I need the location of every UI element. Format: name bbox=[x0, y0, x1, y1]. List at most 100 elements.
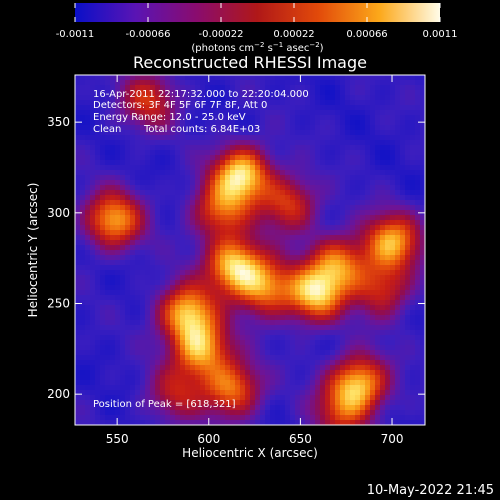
heatmap-cell bbox=[190, 180, 196, 186]
heatmap-cell bbox=[345, 255, 351, 261]
heatmap-cell bbox=[250, 375, 256, 381]
heatmap-cell bbox=[345, 405, 351, 411]
heatmap-cell bbox=[75, 170, 81, 176]
heatmap-cell bbox=[415, 390, 421, 396]
heatmap-cell bbox=[235, 355, 241, 361]
heatmap-cell bbox=[220, 310, 226, 316]
heatmap-cell bbox=[175, 160, 181, 166]
heatmap-cell bbox=[220, 190, 226, 196]
heatmap-cell bbox=[160, 200, 166, 206]
heatmap-cell bbox=[250, 260, 256, 266]
heatmap-cell bbox=[360, 290, 366, 296]
heatmap-cell bbox=[405, 290, 411, 296]
heatmap-cell bbox=[300, 220, 306, 226]
heatmap-cell bbox=[230, 365, 236, 371]
heatmap-cell bbox=[140, 275, 146, 281]
heatmap-cell bbox=[290, 305, 296, 311]
heatmap-cell bbox=[270, 370, 276, 376]
heatmap-cell bbox=[345, 195, 351, 201]
heatmap-cell bbox=[140, 200, 146, 206]
heatmap-cell bbox=[370, 310, 376, 316]
heatmap-cell bbox=[285, 380, 291, 386]
heatmap-cell bbox=[345, 275, 351, 281]
heatmap-cell bbox=[410, 210, 416, 216]
heatmap-cell bbox=[95, 195, 101, 201]
heatmap-cell bbox=[395, 125, 401, 131]
heatmap-cell bbox=[100, 295, 106, 301]
heatmap-cell bbox=[215, 220, 221, 226]
heatmap-cell bbox=[275, 385, 281, 391]
heatmap-cell bbox=[400, 390, 406, 396]
heatmap-cell bbox=[415, 245, 421, 251]
heatmap-cell bbox=[165, 105, 171, 111]
heatmap-cell bbox=[150, 125, 156, 131]
heatmap-cell bbox=[235, 345, 241, 351]
heatmap-cell bbox=[145, 360, 151, 366]
heatmap-cell bbox=[305, 300, 311, 306]
heatmap-cell bbox=[380, 105, 386, 111]
heatmap-cell bbox=[225, 295, 231, 301]
heatmap-cell bbox=[240, 205, 246, 211]
heatmap-cell bbox=[390, 130, 396, 136]
y-tick-label: 300 bbox=[47, 206, 70, 220]
heatmap-cell bbox=[135, 195, 141, 201]
heatmap-cell bbox=[335, 175, 341, 181]
heatmap-cell bbox=[80, 240, 86, 246]
heatmap-cell bbox=[175, 155, 181, 161]
heatmap-cell bbox=[330, 85, 336, 91]
heatmap-cell bbox=[290, 255, 296, 261]
heatmap-cell bbox=[170, 225, 176, 231]
heatmap-cell bbox=[230, 380, 236, 386]
heatmap-cell bbox=[420, 385, 425, 391]
heatmap-cell bbox=[85, 295, 91, 301]
heatmap-cell bbox=[370, 390, 376, 396]
heatmap-cell bbox=[290, 285, 296, 291]
heatmap-cell bbox=[275, 325, 281, 331]
heatmap-cell bbox=[245, 380, 251, 386]
heatmap-cell bbox=[300, 235, 306, 241]
info-energy-range: Energy Range: 12.0 - 25.0 keV bbox=[93, 112, 246, 123]
heatmap-cell bbox=[365, 400, 371, 406]
heatmap-cell bbox=[125, 305, 131, 311]
heatmap-cell bbox=[265, 110, 271, 116]
heatmap-cell bbox=[195, 160, 201, 166]
heatmap-cell bbox=[195, 355, 201, 361]
heatmap-cell bbox=[80, 255, 86, 261]
heatmap-cell bbox=[350, 305, 356, 311]
heatmap-cell bbox=[400, 335, 406, 341]
heatmap-cell bbox=[360, 385, 366, 391]
heatmap-cell bbox=[315, 205, 321, 211]
heatmap-cell bbox=[75, 110, 81, 116]
heatmap-cell bbox=[80, 310, 86, 316]
heatmap-cell bbox=[365, 100, 371, 106]
heatmap-cell bbox=[405, 105, 411, 111]
heatmap-cell bbox=[175, 380, 181, 386]
heatmap-cell bbox=[175, 385, 181, 391]
heatmap-cell bbox=[85, 390, 91, 396]
heatmap-cell bbox=[140, 175, 146, 181]
heatmap-cell bbox=[355, 305, 361, 311]
heatmap-cell bbox=[135, 225, 141, 231]
heatmap-cell bbox=[250, 175, 256, 181]
heatmap-cell bbox=[255, 210, 261, 216]
heatmap-cell bbox=[420, 415, 425, 421]
heatmap-cell bbox=[345, 360, 351, 366]
heatmap-cell bbox=[300, 310, 306, 316]
heatmap-cell bbox=[240, 275, 246, 281]
heatmap-cell bbox=[275, 260, 281, 266]
heatmap-cell bbox=[150, 390, 156, 396]
heatmap-cell bbox=[220, 405, 226, 411]
heatmap-cell bbox=[310, 235, 316, 241]
heatmap-cell bbox=[270, 160, 276, 166]
heatmap-cell bbox=[330, 225, 336, 231]
heatmap-cell bbox=[150, 385, 156, 391]
heatmap-cell bbox=[205, 80, 211, 86]
heatmap-cell bbox=[345, 355, 351, 361]
heatmap-cell bbox=[285, 280, 291, 286]
colorbar-tick-label: 0.00022 bbox=[273, 29, 314, 40]
heatmap-cell bbox=[345, 420, 351, 425]
heatmap-cell bbox=[355, 280, 361, 286]
heatmap-cell bbox=[75, 245, 81, 251]
heatmap-cell bbox=[120, 360, 126, 366]
heatmap-image bbox=[75, 75, 425, 425]
